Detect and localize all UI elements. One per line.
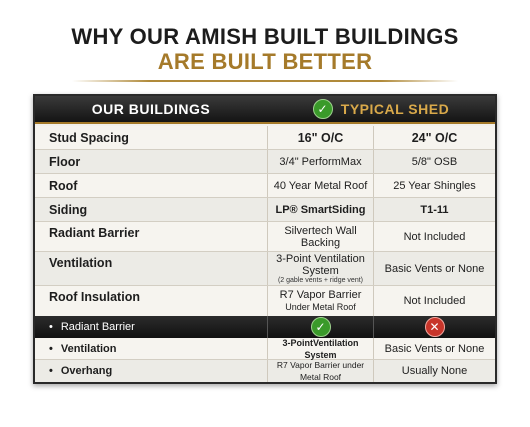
- row-label: Ventilation: [49, 256, 113, 270]
- our-value-line-1: 3-Point Ventilation: [276, 252, 365, 265]
- bullet-row-label: • Overhang: [35, 360, 267, 382]
- col-header-our-buildings: OUR BUILDINGS: [91, 101, 211, 117]
- bullet-label-text: Overhang: [60, 365, 113, 377]
- our-value: Silvertech Wall Backing: [267, 222, 373, 251]
- col-header-typical-shed: ✓ TYPICAL SHED: [267, 96, 495, 122]
- bullet-icon: •: [49, 365, 53, 377]
- typical-value: T1-11: [373, 198, 495, 221]
- title-divider: [72, 80, 458, 82]
- our-value: R7 Vapor Barrier under Metal Roof: [267, 360, 373, 382]
- our-value-line-1: Silvertech Wall: [284, 224, 357, 237]
- table-row: Siding LP® SmartSiding T1-11: [35, 198, 495, 222]
- headline-line-1: WHY OUR AMISH BUILT BUILDINGS: [71, 24, 459, 49]
- our-value-line-2: System: [302, 264, 339, 277]
- typical-value: Basic Vents or None: [373, 252, 495, 285]
- table-row: • Ventilation 3-PointVentilation System …: [35, 338, 495, 360]
- our-value: R7 Vapor Barrier Under Metal Roof: [267, 286, 373, 316]
- row-label: Roof Insulation: [49, 290, 140, 304]
- bullet-label-text: Radiant Barrier: [60, 321, 135, 333]
- check-icon: ✓: [312, 99, 333, 119]
- comparison-table: OUR BUILDINGS ✓ TYPICAL SHED Stud Spacin…: [33, 94, 497, 384]
- row-label: Stud Spacing: [49, 130, 129, 145]
- typical-value: 5/8" OSB: [373, 150, 495, 173]
- our-value: LP® SmartSiding: [267, 198, 373, 221]
- typical-value: Not Included: [373, 222, 495, 251]
- table-row: Ventilation 3-Point Ventilation System (…: [35, 252, 495, 286]
- table-header: OUR BUILDINGS ✓ TYPICAL SHED: [35, 96, 495, 124]
- headline-line-2: ARE BUILT BETTER: [157, 49, 373, 74]
- typical-value: 24" O/C: [373, 126, 495, 149]
- our-value-note: (2 gable vents + ridge vent): [277, 276, 363, 284]
- typical-value: ✕: [373, 316, 495, 338]
- typical-value: Basic Vents or None: [373, 338, 495, 359]
- our-value-line-1: R7 Vapor Barrier: [279, 289, 362, 301]
- bullet-row-label: • Ventilation: [35, 338, 267, 359]
- table-row: Floor 3/4" PerformMax 5/8" OSB: [35, 150, 495, 174]
- our-value: 3-PointVentilation System: [267, 338, 373, 360]
- row-label: Radiant Barrier: [49, 226, 140, 240]
- x-icon: ✕: [424, 317, 445, 337]
- typical-value: Usually None: [373, 360, 495, 382]
- our-value-line-2: Backing: [300, 236, 341, 249]
- our-value: ✓: [267, 316, 373, 338]
- bullet-row-label: • Radiant Barrier: [35, 316, 267, 338]
- bullet-icon: •: [49, 342, 53, 355]
- row-label: Siding: [49, 202, 88, 217]
- table-row: Radiant Barrier Silvertech Wall Backing …: [35, 222, 495, 252]
- table-row: Roof Insulation R7 Vapor Barrier Under M…: [35, 286, 495, 316]
- typical-value: Not Included: [373, 286, 495, 316]
- our-value: 16" O/C: [267, 126, 373, 149]
- table-row-highlight: • Radiant Barrier ✓ ✕: [35, 316, 495, 338]
- table-row: Stud Spacing 16" O/C 24" O/C: [35, 126, 495, 150]
- col-header-typical-label: TYPICAL SHED: [340, 101, 450, 117]
- our-value: 3/4" PerformMax: [267, 150, 373, 173]
- our-value-line-2: Under Metal Roof: [285, 302, 356, 312]
- our-value: 40 Year Metal Roof: [267, 174, 373, 197]
- table-row: Roof 40 Year Metal Roof 25 Year Shingles: [35, 174, 495, 198]
- check-icon: ✓: [310, 317, 331, 337]
- bullet-label-text: Ventilation: [60, 342, 117, 355]
- typical-value: 25 Year Shingles: [373, 174, 495, 197]
- row-label: Roof: [49, 178, 78, 193]
- our-value: 3-Point Ventilation System (2 gable vent…: [267, 252, 373, 285]
- bullet-icon: •: [49, 321, 53, 333]
- table-row: • Overhang R7 Vapor Barrier under Metal …: [35, 360, 495, 382]
- row-label: Floor: [49, 154, 81, 169]
